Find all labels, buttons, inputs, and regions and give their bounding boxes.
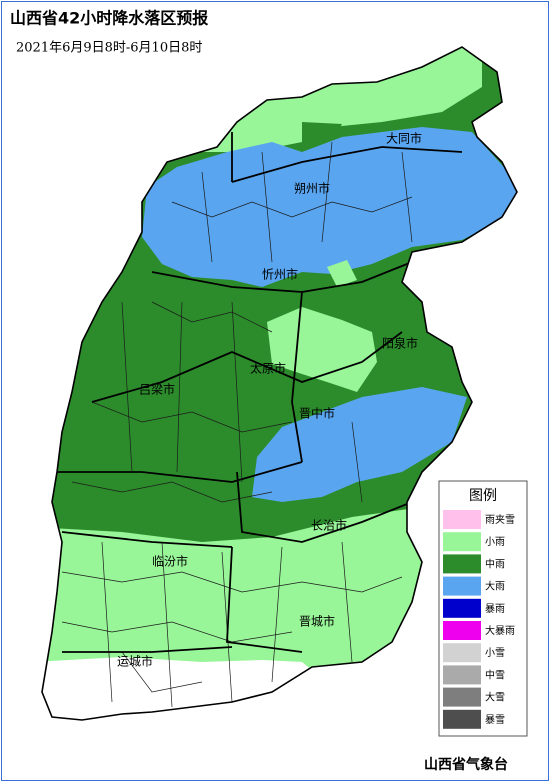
city-label: 长治市: [311, 518, 347, 533]
city-label: 晋中市: [299, 406, 335, 421]
legend-swatch: [443, 532, 481, 552]
legend-label: 雨夹雪: [485, 513, 515, 526]
legend-label: 大雨: [485, 580, 505, 593]
legend-label: 大暴雨: [485, 624, 515, 637]
city-label: 吕梁市: [139, 382, 175, 397]
legend-title: 图例: [469, 488, 497, 504]
legend-label: 中雨: [485, 557, 505, 570]
legend-swatch: [443, 687, 481, 707]
city-label: 阳泉市: [382, 336, 418, 351]
city-label: 运城市: [117, 654, 153, 669]
legend-swatch: [443, 665, 481, 685]
legend-swatch: [443, 510, 481, 529]
area-heavy: [252, 387, 467, 502]
city-label: 大同市: [386, 131, 422, 146]
area-light: [327, 260, 357, 287]
legend-label: 大雪: [485, 691, 505, 704]
legend-swatch: [443, 621, 481, 640]
area-heavy: [142, 127, 517, 287]
legend-swatch: [443, 598, 481, 618]
legend-label: 小雪: [485, 647, 505, 659]
city-label: 临汾市: [152, 554, 188, 569]
subtitle: 2021年6月9日8时-6月10日8时: [16, 41, 202, 56]
legend-swatch: [443, 554, 481, 574]
legend-label: 暴雪: [485, 714, 505, 726]
footer: 山西省气象台: [424, 756, 508, 773]
area-moderate: [302, 122, 342, 142]
legend-swatch: [443, 576, 481, 596]
legend-label: 小雨: [485, 536, 505, 548]
legend-swatch: [443, 709, 481, 729]
title: 山西省42小时降水落区预报: [10, 9, 208, 28]
legend-swatch: [443, 643, 481, 663]
city-label: 太原市: [250, 361, 286, 376]
legend-label: 中雪: [485, 668, 505, 681]
city-label: 朔州市: [294, 181, 330, 196]
legend-label: 暴雨: [485, 603, 505, 615]
city-label: 晋城市: [299, 614, 335, 629]
area-none: [42, 657, 312, 720]
city-label: 忻州市: [262, 267, 298, 282]
